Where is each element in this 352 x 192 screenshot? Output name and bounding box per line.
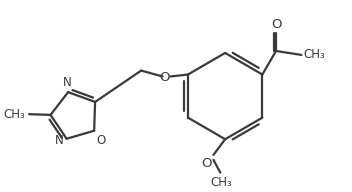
Text: O: O <box>96 134 105 147</box>
Text: CH₃: CH₃ <box>4 108 25 121</box>
Text: O: O <box>201 157 212 170</box>
Text: N: N <box>55 134 64 147</box>
Text: CH₃: CH₃ <box>303 48 325 61</box>
Text: O: O <box>272 18 282 31</box>
Text: O: O <box>159 71 169 84</box>
Text: CH₃: CH₃ <box>210 176 232 190</box>
Text: N: N <box>63 76 71 89</box>
